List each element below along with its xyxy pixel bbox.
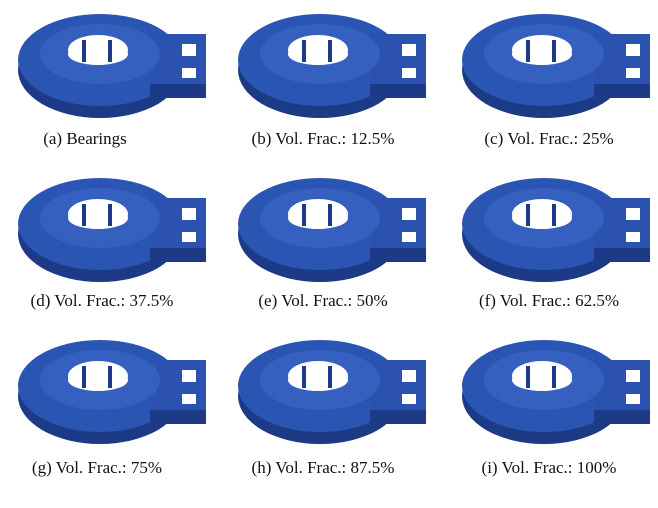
- figure: (a) Bearings (b) Vol. Frac.: 12.5% (c) V…: [0, 0, 658, 508]
- caption: (i) Vol. Frac.: 100%: [482, 458, 617, 477]
- panel-image: [462, 178, 650, 282]
- panel-image: [238, 340, 426, 444]
- caption: (c) Vol. Frac.: 25%: [484, 129, 613, 148]
- caption: (e) Vol. Frac.: 50%: [258, 291, 387, 310]
- panel-image: [462, 14, 650, 118]
- caption: (f) Vol. Frac.: 62.5%: [479, 291, 619, 310]
- page: (a) Bearings (b) Vol. Frac.: 12.5% (c) V…: [0, 0, 658, 508]
- panel-image: [18, 340, 206, 444]
- panel-image: [462, 340, 650, 444]
- caption: (d) Vol. Frac.: 37.5%: [31, 291, 174, 310]
- caption: (h) Vol. Frac.: 87.5%: [252, 458, 395, 477]
- caption: (b) Vol. Frac.: 12.5%: [252, 129, 395, 148]
- panel-image: [238, 178, 426, 282]
- caption: (g) Vol. Frac.: 75%: [32, 458, 162, 477]
- caption: (a) Bearings: [43, 129, 127, 148]
- panel-image: [18, 14, 206, 118]
- panel-image: [18, 178, 206, 282]
- panel-image: [238, 14, 426, 118]
